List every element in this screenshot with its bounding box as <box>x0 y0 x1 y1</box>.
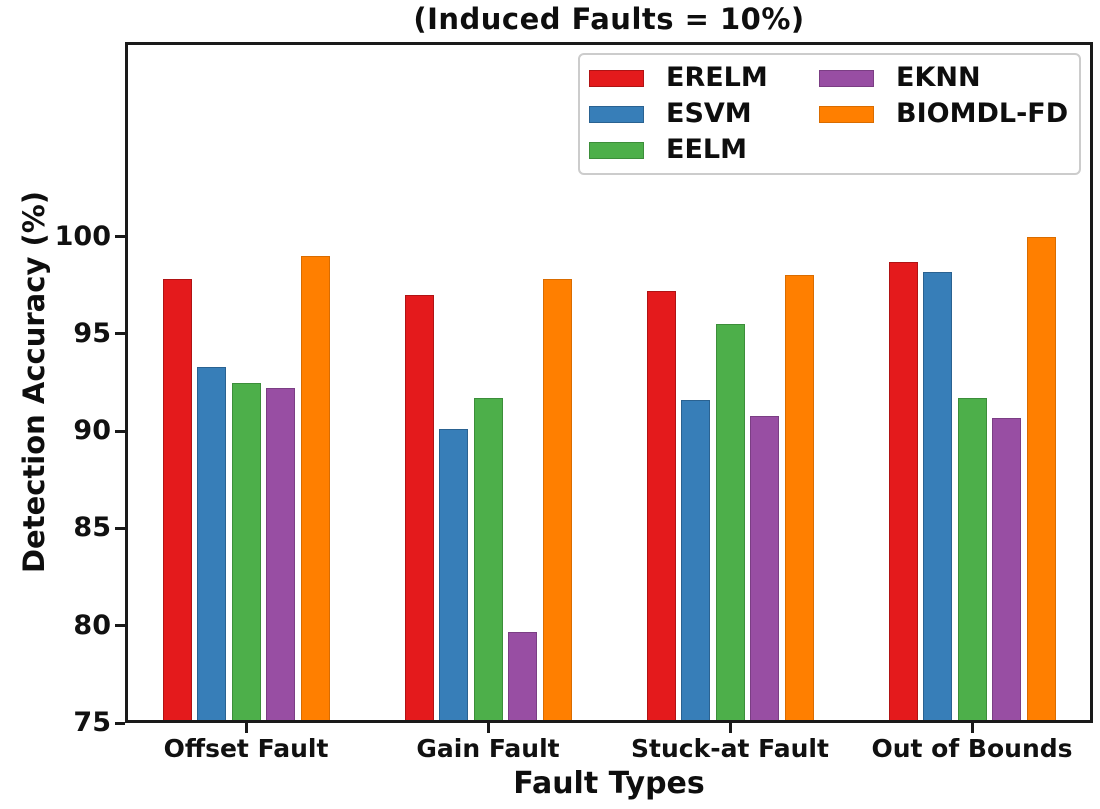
bar-biomdl-fd-2 <box>542 279 572 723</box>
y-tick-label: 95 <box>73 317 111 349</box>
legend-entry-eelm: EELM <box>589 135 819 165</box>
bar-esvm-1 <box>197 366 226 723</box>
y-tick <box>115 235 125 239</box>
legend-entry-biomdl-fd: BIOMDL-FD <box>819 99 1068 129</box>
legend-label: EELM <box>666 134 747 165</box>
legend-entry-esvm: ESVM <box>589 99 819 129</box>
legend-label: EKNN <box>896 62 981 93</box>
legend-entry-erelm: ERELM <box>589 63 819 93</box>
x-tick-label: Gain Fault <box>416 734 560 763</box>
legend-swatch-icon <box>819 105 874 123</box>
legend-swatch-icon <box>589 69 644 87</box>
x-tick <box>970 723 974 733</box>
legend: ERELM ESVM EELM EKNN BIOMDL-FD <box>578 53 1081 175</box>
bar-erelm-4 <box>888 261 918 723</box>
x-tick <box>244 723 248 733</box>
legend-label: ERELM <box>666 62 768 93</box>
legend-swatch-icon <box>589 141 644 159</box>
legend-entry-eknn: EKNN <box>819 63 1049 93</box>
bar-eelm-4 <box>957 398 987 723</box>
x-tick-label: Out of Bounds <box>871 734 1073 763</box>
bar-erelm-1 <box>162 279 192 723</box>
bar-erelm-3 <box>646 291 676 723</box>
y-tick <box>115 332 125 336</box>
y-tick <box>115 429 125 433</box>
bar-erelm-2 <box>404 294 434 723</box>
x-tick-label: Stuck-at Fault <box>631 734 829 763</box>
y-tick <box>115 721 125 725</box>
bar-eknn-2 <box>508 631 537 723</box>
bar-biomdl-fd-4 <box>1026 236 1056 723</box>
bar-eelm-2 <box>473 398 503 723</box>
y-tick-label: 75 <box>73 707 111 738</box>
bar-eknn-3 <box>750 415 779 723</box>
y-tick-label: 100 <box>54 220 111 252</box>
bar-eelm-3 <box>715 324 745 723</box>
bar-biomdl-fd-1 <box>300 256 330 723</box>
y-tick-label: 85 <box>73 512 111 544</box>
chart-title: (Induced Faults = 10%) <box>413 2 805 36</box>
y-tick <box>115 526 125 530</box>
legend-label: BIOMDL-FD <box>896 98 1069 129</box>
x-tick <box>728 723 732 733</box>
bar-eknn-4 <box>992 417 1021 723</box>
legend-label: ESVM <box>666 98 752 129</box>
bar-eelm-1 <box>231 382 261 723</box>
bar-esvm-3 <box>681 400 710 723</box>
x-tick-label: Offset Fault <box>163 734 329 763</box>
x-tick <box>486 723 490 733</box>
bar-biomdl-fd-3 <box>784 275 814 723</box>
x-axis-label: Fault Types <box>513 766 705 801</box>
legend-swatch-icon <box>589 105 644 123</box>
bar-esvm-4 <box>923 271 952 723</box>
legend-swatch-icon <box>819 69 874 87</box>
y-tick <box>115 624 125 628</box>
bar-eknn-1 <box>266 388 295 723</box>
y-tick-label: 80 <box>73 609 111 641</box>
y-tick-label: 90 <box>73 415 111 447</box>
bar-esvm-2 <box>439 429 468 723</box>
